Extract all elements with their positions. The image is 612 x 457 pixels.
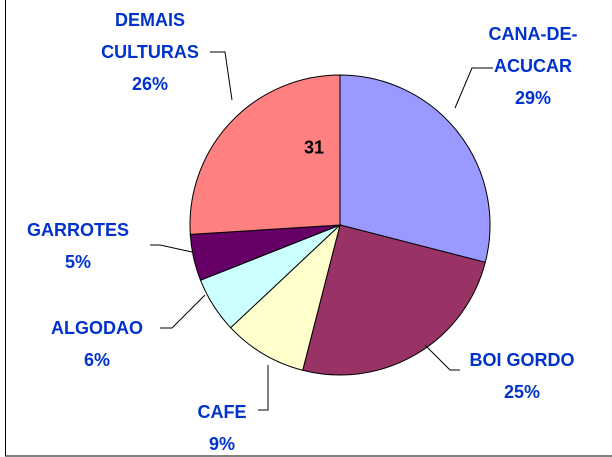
value-label: 5%	[64, 252, 92, 272]
slice-label: GARROTES 5%	[27, 214, 129, 278]
slice-label: CANA-DE-ACUCAR 29%	[478, 18, 588, 114]
value-label: 26%	[131, 74, 169, 94]
slice-label: DEMAIS CULTURAS 26%	[85, 4, 215, 100]
frame	[5, 0, 612, 457]
value-label: 9%	[208, 434, 235, 454]
value-label: 29%	[514, 88, 552, 108]
category-label: CAFE	[197, 402, 247, 422]
category-label: DEMAIS CULTURAS	[101, 10, 199, 62]
slice	[229, 223, 341, 371]
category-label: CANA-DE-ACUCAR	[488, 24, 578, 76]
slice-label: BOI GORDO 25%	[469, 344, 574, 408]
slice	[302, 224, 486, 376]
category-label: ALGODAO	[51, 318, 143, 338]
annotation: 31	[303, 137, 325, 158]
leader-line	[160, 294, 206, 329]
slice-label: CAFE 9%	[198, 396, 247, 457]
slice	[339, 74, 491, 263]
leader-lines	[150, 51, 493, 411]
slice	[189, 74, 341, 235]
slice-label: ALGODAO 6%	[51, 312, 143, 376]
leader-line	[454, 67, 493, 109]
leader-line	[210, 51, 233, 101]
category-label: GARROTES	[26, 220, 130, 240]
value-label: 25%	[503, 382, 541, 402]
category-label: BOI GORDO	[469, 350, 575, 370]
value-label: 6%	[83, 350, 110, 370]
leader-line	[424, 344, 460, 371]
leader-line	[258, 365, 269, 411]
leader-line	[150, 244, 193, 253]
